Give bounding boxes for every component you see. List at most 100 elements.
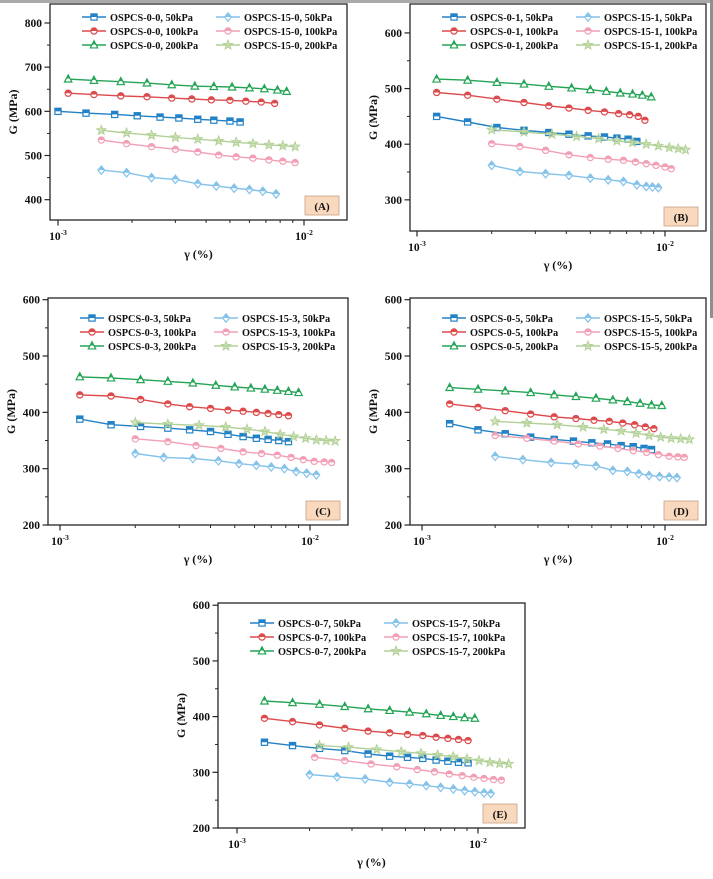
- legend-entry: OSPCS-15-0, 100kPa: [216, 27, 337, 38]
- data-point-marker: [260, 383, 270, 393]
- data-point-marker: [276, 139, 289, 151]
- panel-tag: (D): [663, 500, 699, 521]
- data-point-marker: [413, 765, 422, 774]
- data-point-marker: [584, 106, 592, 114]
- panel-tag: (B): [663, 206, 699, 227]
- series-line: [101, 129, 296, 148]
- legend-marker: [391, 617, 401, 629]
- data-point-marker: [363, 703, 373, 713]
- legend-marker: [90, 13, 98, 21]
- data-point-marker: [341, 756, 349, 765]
- data-point-marker: [136, 395, 145, 404]
- data-point-marker: [264, 435, 272, 444]
- data-point-marker: [479, 787, 489, 799]
- data-point-marker: [299, 455, 307, 464]
- series-line: [135, 421, 336, 442]
- data-point-marker: [194, 148, 202, 156]
- data-point-marker: [672, 472, 682, 483]
- data-point-marker: [489, 415, 502, 427]
- data-point-marker: [550, 437, 558, 445]
- data-point-marker: [171, 174, 180, 185]
- data-point-marker: [663, 141, 676, 153]
- y-tick-label: 300: [385, 464, 403, 476]
- data-point-marker: [274, 428, 287, 440]
- data-point-marker: [487, 160, 496, 171]
- data-point-marker: [665, 452, 673, 460]
- legend-label: OSPCS-0-1, 50kPa: [470, 13, 553, 24]
- data-point-marker: [571, 459, 581, 470]
- data-point-marker: [287, 430, 300, 442]
- data-point-marker: [591, 392, 601, 402]
- legend-entry: OSPCS-0-1, 50kPa: [442, 13, 553, 24]
- data-point-marker: [310, 753, 319, 761]
- data-point-marker: [486, 788, 495, 799]
- data-point-marker: [214, 455, 223, 466]
- y-tick-label: 600: [385, 295, 403, 307]
- x-tick-label: 10-3: [49, 228, 67, 243]
- data-point-marker: [626, 136, 639, 148]
- y-axis-label: G (MPa): [174, 693, 188, 738]
- data-point-marker: [516, 142, 524, 151]
- data-point-marker: [291, 466, 301, 477]
- data-point-marker: [614, 444, 622, 453]
- data-point-marker: [161, 417, 174, 430]
- data-point-marker: [206, 404, 215, 413]
- data-point-marker: [89, 74, 99, 84]
- legend-entry: OSPCS-0-0, 100kPa: [82, 27, 198, 38]
- data-point-marker: [342, 741, 355, 753]
- legend-entry: OSPCS-15-3, 200kPa: [214, 339, 335, 353]
- legend-entry: OSPCS-0-0, 200kPa: [82, 39, 198, 52]
- data-point-marker: [259, 695, 270, 705]
- data-point-marker: [463, 118, 472, 126]
- data-point-marker: [493, 95, 501, 103]
- data-point-marker: [143, 93, 151, 101]
- series-line: [101, 169, 277, 195]
- data-point-marker: [145, 128, 158, 141]
- data-point-marker: [263, 138, 275, 150]
- y-tick-label: 300: [23, 464, 41, 476]
- legend-label: OSPCS-15-5, 100kPa: [604, 328, 697, 339]
- data-point-marker: [246, 382, 256, 392]
- data-point-marker: [370, 743, 383, 755]
- data-point-marker: [385, 752, 394, 760]
- data-point-marker: [572, 414, 580, 423]
- data-point-marker: [436, 782, 445, 793]
- legend-entry: OSPCS-15-5, 100kPa: [576, 328, 697, 339]
- data-point-marker: [432, 88, 441, 97]
- y-tick-label: 600: [23, 295, 41, 307]
- data-point-marker: [249, 154, 257, 162]
- data-point-marker: [252, 408, 261, 417]
- y-tick-label: 600: [385, 28, 403, 40]
- data-point-marker: [332, 771, 342, 782]
- legend-entry: OSPCS-0-5, 200kPa: [442, 340, 558, 353]
- legend-label: OSPCS-15-1, 200kPa: [604, 41, 697, 52]
- data-point-marker: [395, 745, 408, 757]
- data-point-marker: [674, 453, 682, 461]
- data-point-marker: [329, 434, 341, 447]
- data-point-marker: [608, 394, 618, 404]
- data-point-marker: [110, 110, 119, 119]
- data-point-marker: [133, 112, 141, 120]
- data-point-marker: [147, 172, 156, 183]
- data-point-marker: [289, 140, 301, 152]
- legend-marker: [450, 13, 458, 21]
- data-point-marker: [664, 471, 674, 483]
- data-point-marker: [622, 396, 633, 406]
- data-point-marker: [448, 711, 459, 721]
- data-point-marker: [206, 427, 215, 436]
- data-point-marker: [574, 440, 583, 448]
- legend-entry: OSPCS-0-3, 100kPa: [80, 328, 196, 339]
- data-point-marker: [430, 768, 439, 776]
- data-point-marker: [207, 96, 216, 104]
- data-point-marker: [168, 94, 176, 102]
- data-point-marker: [586, 173, 595, 184]
- x-tick-label: 10-2: [301, 533, 319, 548]
- data-point-marker: [403, 753, 412, 761]
- y-axis-label: G (MPa): [366, 389, 380, 434]
- legend-entry: OSPCS-15-3, 50kPa: [214, 312, 330, 325]
- data-point-marker: [546, 128, 558, 140]
- legend-entry: OSPCS-15-1, 200kPa: [576, 38, 697, 52]
- data-point-marker: [629, 446, 637, 455]
- y-tick-label: 200: [385, 520, 403, 532]
- data-point-marker: [501, 406, 509, 415]
